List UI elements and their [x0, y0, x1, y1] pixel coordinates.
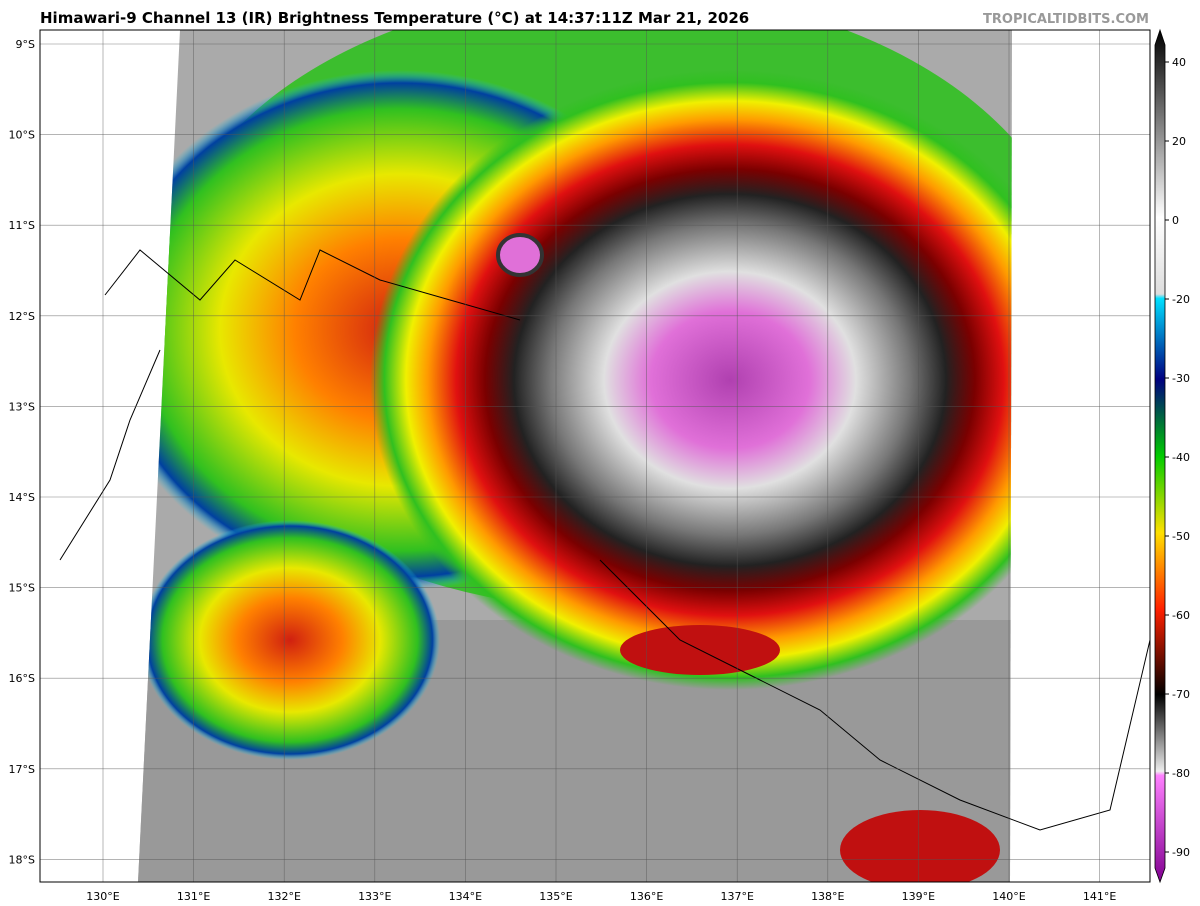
longitude-label: 140°E: [992, 890, 1025, 903]
longitude-label: 135°E: [539, 890, 572, 903]
colorbar-tick-label: -70: [1172, 688, 1190, 701]
colorbar: [1154, 28, 1166, 884]
latitude-label: 13°S: [9, 400, 35, 413]
longitude-label: 131°E: [177, 890, 210, 903]
colorbar-tick-label: -30: [1172, 372, 1190, 385]
colorbar-tick-label: 40: [1172, 56, 1186, 69]
colorbar-ticks: 40 20 0 -20 -30 -40 -50 -60 -70 -80 -90: [1165, 56, 1190, 859]
latitude-label: 18°S: [9, 853, 35, 866]
colorbar-tick-label: -40: [1172, 451, 1190, 464]
source: TROPICALTIDBITS.COM: [983, 12, 1149, 27]
longitude-label: 130°E: [86, 890, 119, 903]
longitude-label: 141°E: [1083, 890, 1116, 903]
colorbar-tick-label: -50: [1172, 530, 1190, 543]
satellite-image: [40, 30, 1151, 882]
latitude-label: 11°S: [9, 219, 35, 232]
graticule: 9°S 10°S 11°S 12°S 13°S 14°S 15°S 16°S 17°S 18°S 1…: [9, 30, 1150, 903]
colorbar-tick-label: -90: [1172, 846, 1190, 859]
longitude-label: 137°E: [720, 890, 753, 903]
colorbar-tick-label: 20: [1172, 135, 1186, 148]
longitude-label: 134°E: [449, 890, 482, 903]
longitude-label: 136°E: [630, 890, 663, 903]
longitude-label: 132°E: [267, 890, 300, 903]
latitude-label: 10°S: [9, 129, 35, 142]
longitude-label: 133°E: [358, 890, 391, 903]
latitude-label: 15°S: [9, 582, 35, 595]
longitude-label: 139°E: [902, 890, 935, 903]
colorbar-tick-label: -80: [1172, 767, 1190, 780]
colorbar-tick-label: -60: [1172, 609, 1190, 622]
colorbar-tick-label: -20: [1172, 293, 1190, 306]
latitude-label: 9°S: [16, 38, 35, 51]
latitude-label: 17°S: [9, 763, 35, 776]
title: Himawari-9 Channel 13 (IR) Brightness Te…: [40, 9, 749, 27]
latitude-label: 16°S: [9, 672, 35, 685]
longitude-label: 138°E: [811, 890, 844, 903]
map-frame: [39, 29, 1151, 883]
latitude-label: 12°S: [9, 310, 35, 323]
latitude-label: 14°S: [9, 491, 35, 504]
colorbar-tick-label: 0: [1172, 214, 1179, 227]
